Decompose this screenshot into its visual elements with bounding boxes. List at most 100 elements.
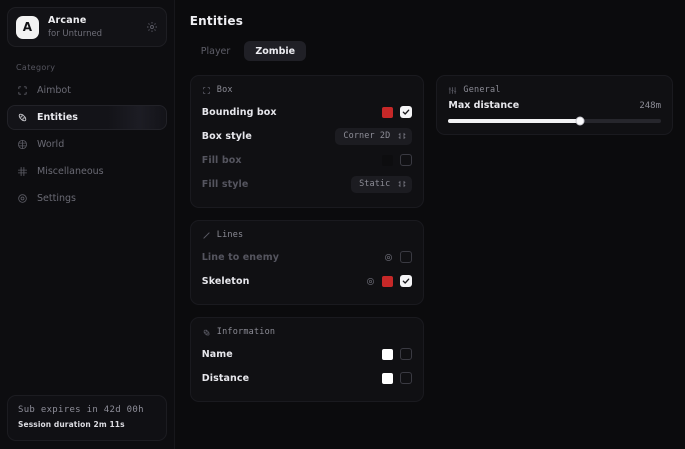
checkbox-line-to-enemy[interactable] — [400, 251, 413, 263]
color-swatch[interactable] — [382, 372, 394, 384]
row-distance: Distance — [202, 366, 413, 390]
sidebar-item-label: Miscellaneous — [37, 166, 104, 177]
checkbox-distance[interactable] — [400, 372, 413, 384]
sidebar-item-label: World — [37, 139, 65, 150]
card-lines: Lines Line to enemy — [189, 220, 425, 305]
line-icon — [202, 231, 211, 240]
slider-max-distance[interactable] — [448, 116, 661, 126]
row-controls — [382, 154, 413, 166]
dropdown-fill-style[interactable]: Static — [351, 175, 413, 193]
globe-icon — [17, 139, 28, 150]
card-header: Lines — [202, 230, 413, 240]
row-label: Name — [201, 348, 233, 360]
card-title: Box — [216, 85, 233, 95]
card-box: Box Bounding box Box style — [189, 75, 425, 208]
color-swatch[interactable] — [382, 106, 394, 118]
sidebar-item-label: Aimbot — [37, 85, 71, 96]
sidebar-item-miscellaneous[interactable]: Miscellaneous — [7, 159, 167, 184]
row-fill-style: Fill style Static — [202, 172, 413, 196]
card-information: Information Name Distance — [189, 317, 425, 402]
sidebar-item-label: Entities — [37, 112, 78, 123]
bounding-box-icon — [202, 86, 211, 95]
slider-value: 248m — [639, 101, 661, 111]
page-title: Entities — [189, 14, 244, 28]
expand-icon — [398, 132, 406, 140]
brand-subtitle: for Unturned — [48, 28, 103, 39]
left-column: Box Bounding box Box style — [189, 75, 425, 402]
row-controls — [384, 251, 413, 263]
row-label: Skeleton — [201, 275, 250, 287]
tab-label: Player — [200, 45, 231, 57]
right-column: General Max distance 248m — [436, 75, 673, 135]
row-label: Fill box — [201, 154, 242, 166]
row-controls — [382, 372, 413, 384]
row-label: Fill style — [201, 178, 249, 190]
row-controls: Static — [351, 175, 413, 193]
row-name: Name — [202, 342, 413, 366]
gear-icon — [17, 193, 28, 204]
checkbox-bounding-box[interactable] — [400, 106, 413, 118]
row-skeleton: Skeleton — [202, 269, 413, 293]
brand-header[interactable]: A Arcane for Unturned — [7, 7, 167, 47]
sliders-icon — [448, 86, 457, 95]
color-swatch[interactable] — [382, 275, 394, 287]
tab-bar: Player Zombie — [190, 41, 673, 61]
session-duration-text: Session duration 2m 11s — [18, 420, 125, 429]
row-controls: Corner 2D — [335, 127, 413, 145]
row-label: Box style — [201, 130, 252, 142]
card-header: General — [448, 85, 661, 95]
info-icon — [202, 328, 211, 337]
gear-icon[interactable] — [384, 253, 393, 262]
sub-expiry-text: Sub expires in 42d 00h — [18, 405, 144, 415]
slider-handle[interactable] — [575, 116, 585, 126]
brand-logo-letter: A — [22, 20, 33, 34]
sidebar: A Arcane for Unturned Category — [0, 0, 175, 449]
brand-name: Arcane — [48, 14, 87, 26]
sidebar-item-entities[interactable]: Entities — [7, 105, 167, 130]
checkbox-name[interactable] — [400, 348, 413, 360]
dropdown-value: Static — [359, 179, 391, 189]
gear-icon[interactable] — [366, 277, 375, 286]
sidebar-item-world[interactable]: World — [7, 132, 167, 157]
tab-label: Zombie — [255, 45, 296, 57]
card-title: Information — [216, 327, 276, 337]
color-swatch[interactable] — [382, 348, 394, 360]
tab-zombie[interactable]: Zombie — [244, 41, 307, 61]
slider-label: Max distance — [448, 100, 520, 111]
subscription-status-card: Sub expires in 42d 00h Session duration … — [7, 395, 167, 441]
row-fill-box: Fill box — [202, 148, 413, 172]
category-label: Category — [16, 63, 56, 72]
row-label: Distance — [201, 372, 250, 384]
brand-text: Arcane for Unturned — [48, 15, 137, 40]
sidebar-item-label: Settings — [37, 193, 76, 204]
brand-logo: A — [16, 15, 39, 39]
tab-player[interactable]: Player — [190, 41, 242, 61]
row-label: Bounding box — [201, 106, 277, 118]
row-label: Line to enemy — [201, 251, 279, 263]
card-header: Box — [202, 85, 413, 95]
sidebar-item-settings[interactable]: Settings — [7, 186, 167, 211]
dropdown-box-style[interactable]: Corner 2D — [335, 127, 413, 145]
checkbox-skeleton[interactable] — [400, 275, 413, 287]
card-header: Information — [202, 327, 413, 337]
row-line-to-enemy: Line to enemy — [202, 245, 413, 269]
gear-icon[interactable] — [146, 21, 158, 33]
entities-icon — [17, 112, 28, 123]
color-swatch[interactable] — [382, 154, 394, 166]
grid-icon — [17, 166, 28, 177]
sidebar-spacer — [7, 211, 167, 395]
dropdown-value: Corner 2D — [343, 131, 391, 141]
row-controls — [366, 275, 413, 287]
slider-header: Max distance 248m — [448, 100, 661, 111]
row-box-style: Box style Corner 2D — [202, 124, 413, 148]
settings-columns: Box Bounding box Box style — [189, 75, 673, 402]
main-content: Entities Player Zombie — [175, 0, 685, 449]
expand-icon — [398, 180, 406, 188]
sidebar-item-aimbot[interactable]: Aimbot — [7, 78, 167, 103]
crosshair-icon — [17, 85, 28, 96]
card-title: General — [463, 85, 501, 95]
row-controls — [382, 106, 413, 118]
checkbox-fill-box[interactable] — [400, 154, 413, 166]
slider-fill — [448, 119, 581, 123]
